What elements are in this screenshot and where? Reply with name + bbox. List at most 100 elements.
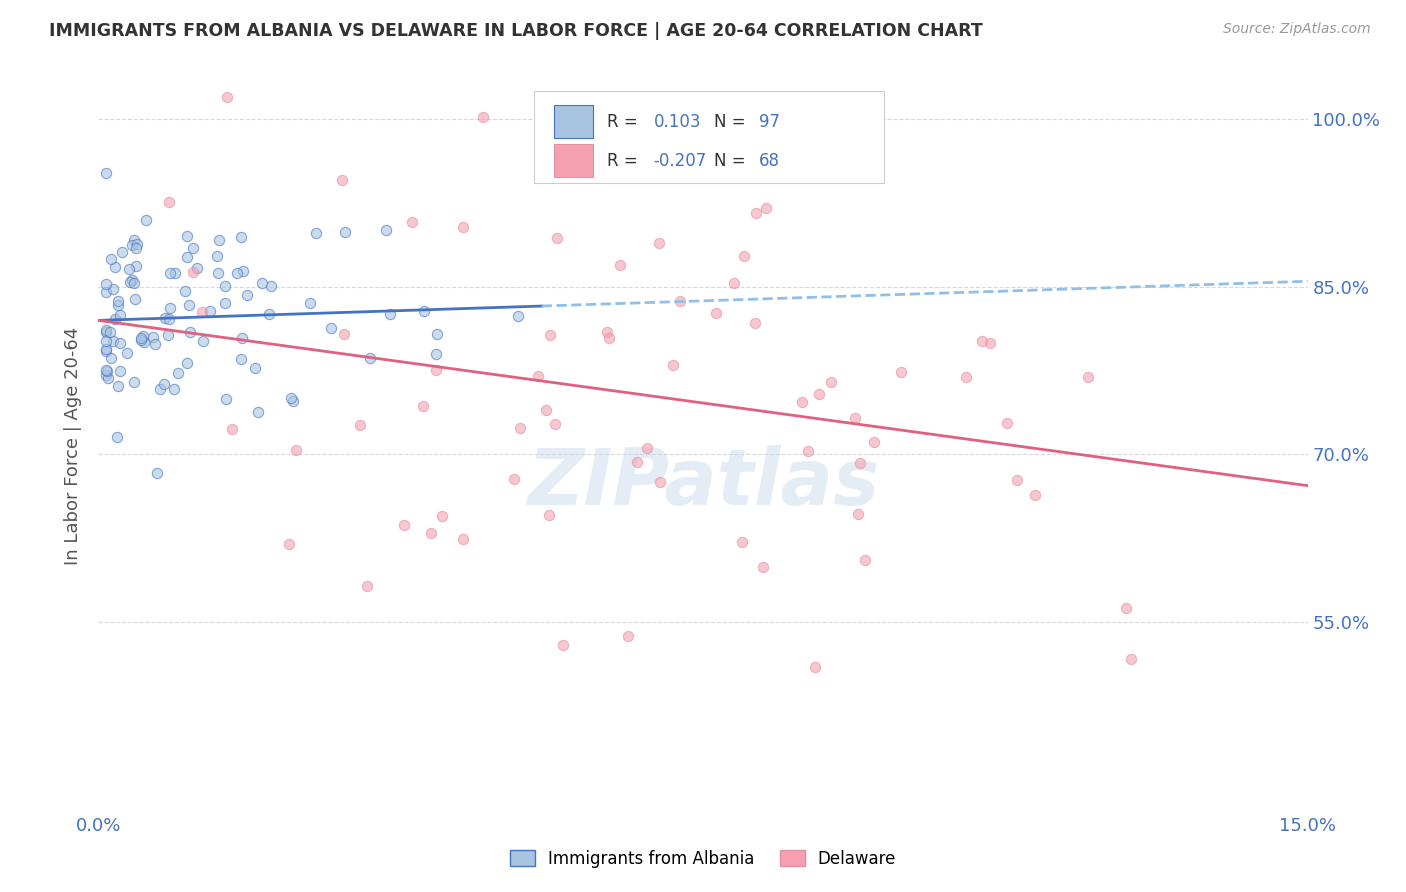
Point bbox=[1121, 652, 1143, 666]
Point bbox=[527, 369, 550, 384]
Point bbox=[96, 277, 118, 291]
Point bbox=[609, 258, 631, 272]
Point bbox=[820, 375, 842, 389]
Point bbox=[955, 370, 977, 384]
Point bbox=[853, 553, 876, 567]
Point bbox=[167, 366, 190, 380]
Point bbox=[551, 638, 574, 652]
Point bbox=[174, 285, 197, 299]
Point bbox=[503, 472, 526, 486]
Point bbox=[121, 273, 143, 287]
Point bbox=[221, 422, 243, 436]
Point bbox=[250, 276, 273, 290]
Point bbox=[636, 441, 658, 455]
Point bbox=[96, 334, 118, 348]
Point bbox=[285, 443, 308, 458]
Point bbox=[131, 329, 153, 343]
Point bbox=[356, 579, 378, 593]
Point bbox=[191, 305, 214, 319]
Point bbox=[179, 326, 201, 340]
Point bbox=[186, 260, 208, 275]
Point bbox=[208, 233, 231, 247]
Legend: Immigrants from Albania, Delaware: Immigrants from Albania, Delaware bbox=[503, 844, 903, 875]
Point bbox=[451, 532, 474, 546]
Point bbox=[107, 379, 129, 393]
Point bbox=[198, 303, 221, 318]
Point bbox=[96, 323, 118, 337]
Point bbox=[662, 358, 685, 372]
Point bbox=[214, 296, 236, 310]
Point bbox=[118, 261, 141, 276]
Point bbox=[506, 309, 529, 323]
Point bbox=[110, 245, 132, 260]
Point bbox=[108, 308, 131, 322]
Point bbox=[100, 252, 122, 266]
Point bbox=[277, 537, 299, 551]
Point bbox=[176, 228, 198, 243]
Point bbox=[807, 387, 830, 401]
Point bbox=[648, 475, 671, 489]
Point bbox=[281, 393, 304, 408]
Point bbox=[392, 518, 415, 533]
Text: R =: R = bbox=[607, 112, 644, 131]
Point bbox=[104, 260, 127, 275]
Point bbox=[96, 285, 118, 300]
Point bbox=[668, 293, 690, 308]
Point bbox=[129, 333, 152, 347]
Point bbox=[332, 172, 354, 186]
Point bbox=[648, 235, 671, 250]
Point bbox=[229, 352, 252, 367]
Point bbox=[359, 351, 381, 366]
Point bbox=[104, 311, 127, 326]
Point bbox=[101, 334, 124, 349]
FancyBboxPatch shape bbox=[554, 145, 593, 177]
Point bbox=[804, 660, 827, 674]
Point bbox=[890, 365, 912, 379]
Point bbox=[792, 394, 814, 409]
Point bbox=[425, 362, 447, 376]
Point bbox=[142, 329, 165, 343]
Text: -0.207: -0.207 bbox=[654, 152, 707, 169]
Point bbox=[131, 331, 153, 345]
Point bbox=[214, 278, 236, 293]
Point bbox=[349, 418, 371, 433]
Point bbox=[751, 559, 773, 574]
Point bbox=[1115, 601, 1137, 615]
Point bbox=[159, 311, 181, 326]
Point bbox=[546, 231, 568, 245]
Point bbox=[176, 250, 198, 264]
Point bbox=[979, 336, 1001, 351]
Point bbox=[159, 301, 181, 315]
Point bbox=[538, 328, 561, 343]
Text: ZIPatlas: ZIPatlas bbox=[527, 444, 879, 521]
Point bbox=[177, 298, 200, 312]
Point bbox=[598, 331, 620, 345]
Point bbox=[595, 326, 617, 340]
Point bbox=[205, 249, 228, 263]
Point bbox=[225, 266, 247, 280]
Point bbox=[96, 364, 118, 378]
Point bbox=[849, 456, 872, 470]
Point bbox=[229, 229, 252, 244]
Point bbox=[401, 215, 423, 229]
Point bbox=[108, 364, 131, 378]
Point bbox=[509, 420, 531, 434]
Point bbox=[536, 403, 558, 417]
Text: 0.103: 0.103 bbox=[654, 112, 702, 131]
Point bbox=[333, 326, 356, 341]
Point bbox=[176, 356, 198, 370]
Point bbox=[420, 526, 443, 541]
Point bbox=[995, 416, 1018, 430]
Point bbox=[125, 259, 148, 273]
Point bbox=[529, 133, 551, 147]
Y-axis label: In Labor Force | Age 20-64: In Labor Force | Age 20-64 bbox=[65, 326, 83, 566]
Point bbox=[378, 308, 401, 322]
Point bbox=[157, 195, 180, 210]
Point bbox=[232, 264, 254, 278]
Point bbox=[124, 293, 146, 307]
Point bbox=[159, 266, 181, 280]
Point bbox=[243, 361, 266, 376]
Point bbox=[163, 382, 186, 396]
Point bbox=[153, 376, 176, 391]
Text: 97: 97 bbox=[759, 112, 779, 131]
